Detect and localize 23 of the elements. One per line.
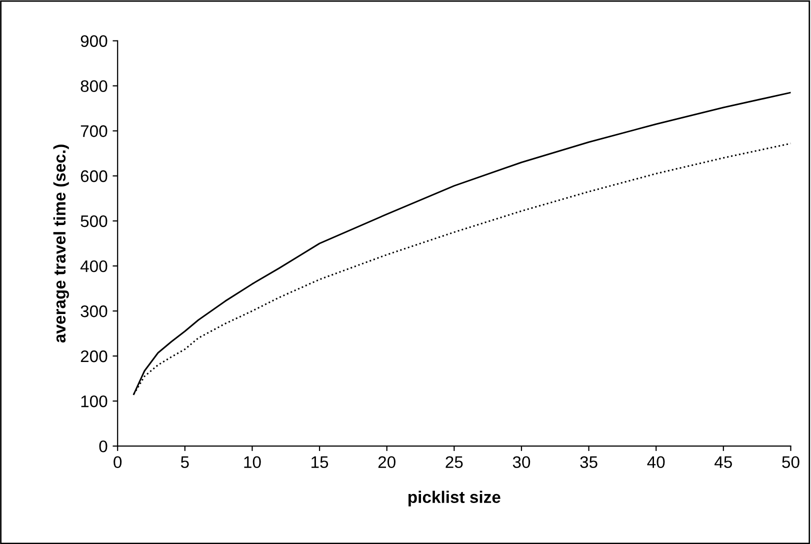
- y-tick-label: 0: [99, 440, 108, 452]
- y-tick-label: 300: [80, 305, 108, 318]
- x-tick-label: 0: [114, 456, 122, 468]
- y-tick-label: 500: [80, 215, 108, 228]
- x-tick-label: 5: [180, 456, 189, 468]
- y-tick-label: 200: [80, 350, 108, 362]
- x-tick-label: 50: [782, 456, 800, 468]
- x-tick-label: 10: [244, 456, 261, 468]
- y-tick-label: 700: [80, 125, 108, 138]
- y-tick-label: 400: [80, 260, 108, 272]
- y-tick-label: 100: [81, 395, 108, 408]
- x-tick-label: 40: [647, 456, 665, 468]
- x-tick-label: 45: [714, 456, 732, 468]
- x-tick-label: 20: [378, 456, 396, 468]
- x-tick-label: 30: [512, 456, 530, 468]
- x-tick-label: 15: [312, 456, 328, 468]
- y-tick-label: 900: [80, 35, 108, 48]
- y-tick-label: 800: [80, 80, 108, 92]
- x-tick-label: 25: [446, 456, 463, 468]
- x-tick-label: 35: [580, 456, 598, 468]
- y-tick-label: 600: [80, 170, 108, 182]
- x-axis-title: picklist size: [408, 490, 500, 506]
- y-axis-title: average travel time (sec.): [53, 144, 69, 343]
